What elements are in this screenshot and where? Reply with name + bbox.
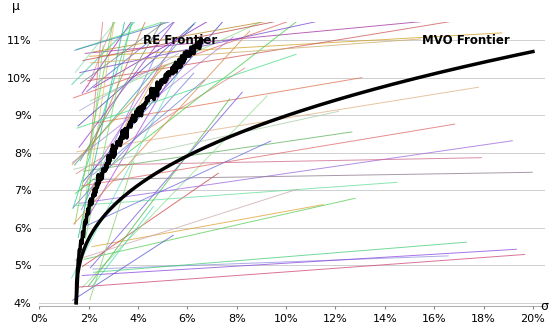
Text: MVO Frontier: MVO Frontier	[423, 34, 510, 47]
Y-axis label: μ: μ	[12, 0, 21, 13]
Text: RE Frontier: RE Frontier	[143, 34, 217, 47]
Text: σ: σ	[540, 300, 548, 313]
